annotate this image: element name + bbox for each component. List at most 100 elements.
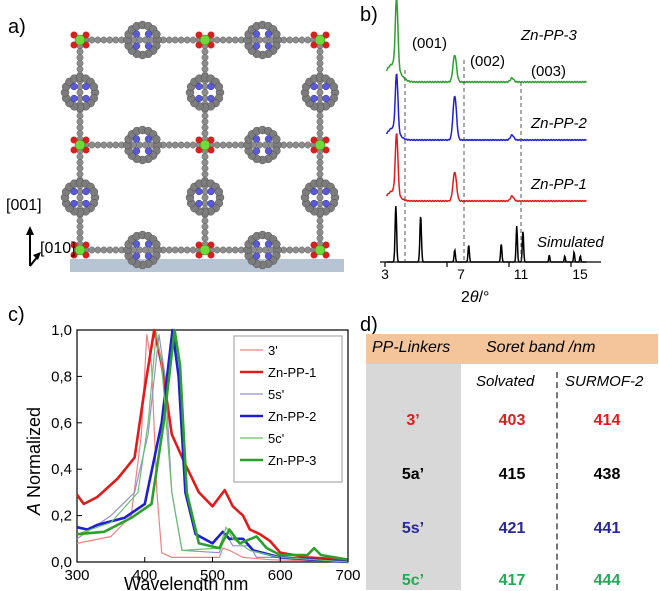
- strut-atom: [106, 36, 114, 44]
- subheader-solvated: Solvated: [476, 373, 535, 390]
- strut-atom: [316, 229, 324, 236]
- strut-atom: [201, 159, 209, 166]
- strut-atom: [213, 246, 221, 254]
- strut-atom: [304, 141, 312, 149]
- mof-structure-figure: [001] [010]: [6, 20, 344, 272]
- legend-label-1: Zn-PP-1: [268, 365, 316, 380]
- xrd-chart: (001) (002) (003) Zn-PP-3 Zn-PP-2 Zn-PP-…: [380, 0, 604, 306]
- metal-node: [195, 241, 215, 259]
- xrd-tick-label-7: 7: [457, 266, 465, 282]
- strut-atom: [106, 141, 114, 149]
- legend-box: [233, 335, 343, 483]
- strut-atom: [219, 141, 227, 149]
- strut-atom: [316, 54, 324, 61]
- x-tick-label: 600: [268, 567, 293, 584]
- strut-atom: [201, 112, 209, 120]
- strut-atom: [76, 229, 84, 236]
- strut-atom: [165, 246, 173, 254]
- peak-label-002: (002): [470, 53, 505, 70]
- x-tick-label: 400: [132, 567, 157, 584]
- axis-001-label: [001]: [6, 197, 42, 214]
- strut-atom: [189, 141, 197, 149]
- strut-atom: [88, 246, 96, 254]
- strut-atom: [286, 141, 294, 149]
- strut-atom: [177, 36, 185, 44]
- strut-atom: [316, 234, 324, 242]
- substrate: [70, 259, 344, 272]
- strut-atom: [76, 159, 84, 166]
- strut-atom: [316, 223, 324, 231]
- strut-atom: [316, 65, 324, 73]
- metal-node: [195, 31, 215, 49]
- strut-atom: [94, 141, 102, 149]
- strut-atom: [316, 129, 324, 137]
- strut-atom: [76, 83, 84, 91]
- strut-atom: [316, 153, 324, 161]
- strut-atom: [201, 59, 209, 67]
- x-tick-label: 700: [335, 567, 360, 584]
- strut-atom: [100, 141, 108, 149]
- legend-label-4: 5c': [268, 431, 284, 446]
- strut-atom: [171, 36, 179, 44]
- strut-atom: [304, 246, 312, 254]
- strut-atom: [136, 141, 143, 149]
- strut-atom: [316, 159, 324, 166]
- strut-atom: [316, 217, 324, 225]
- strut-atom: [201, 94, 209, 102]
- row-linker-5s: 5s’: [401, 520, 425, 537]
- panel-label-b: b): [360, 4, 378, 26]
- strut-atom: [231, 141, 239, 149]
- header-pp-linkers: PP-Linkers: [372, 339, 451, 356]
- strut-atom: [201, 124, 209, 131]
- strut-atom: [76, 194, 84, 201]
- porphyrin-unit: [300, 73, 340, 112]
- porphyrin-unit: [185, 73, 225, 112]
- strut-atom: [76, 94, 84, 102]
- metal-node: [310, 241, 330, 259]
- soret-band-table: PP-Linkers Soret band /nm Solvated SURMO…: [366, 334, 658, 590]
- metal-node: [70, 31, 90, 49]
- strut-atom: [76, 54, 84, 61]
- legend-label-5: Zn-PP-3: [268, 453, 316, 468]
- row-surmof-5c: 444: [593, 572, 621, 589]
- strut-atom: [76, 164, 84, 172]
- table-header: PP-Linkers Soret band /nm: [366, 334, 658, 364]
- strut-atom: [88, 36, 96, 44]
- strut-atom: [171, 246, 179, 254]
- series-line-1: [75, 328, 349, 561]
- xrd-trace-zn-pp-3: [385, 0, 587, 84]
- strut-atom: [112, 36, 120, 44]
- strut-atom: [76, 65, 84, 73]
- legend-label-0: 3': [268, 343, 278, 358]
- porphyrin-unit: [185, 178, 225, 217]
- linker-column-bg: [366, 364, 461, 590]
- strut-atom: [112, 141, 120, 149]
- strut-atom: [100, 36, 108, 44]
- uv-legend: 3' Zn-PP-1 5s' Zn-PP-2 5c' Zn-PP-3: [233, 335, 343, 483]
- porphyrin-unit: [243, 20, 282, 60]
- strut-atom: [292, 141, 300, 149]
- strut-atom: [316, 164, 324, 172]
- column-divider: [556, 372, 558, 590]
- panel-label-a: a): [8, 16, 26, 38]
- uv-ticks: 300 400 500 600 700 0,0 0,2 0,4 0,6 0,8 1,0: [51, 322, 360, 584]
- peak-label-001: (001): [412, 35, 447, 52]
- strut-atom: [316, 83, 324, 91]
- xrd-trace-zn-pp-1: [385, 132, 587, 203]
- porphyrin-unit: [123, 20, 162, 60]
- uv-x-label: Wavelength nm: [124, 574, 248, 591]
- strut-atom: [201, 83, 209, 91]
- strut-atom: [316, 112, 324, 120]
- strut-atom: [219, 246, 227, 254]
- strut-atom: [136, 36, 143, 44]
- strut-atom: [201, 118, 209, 126]
- axis-010-arrowhead: [33, 252, 41, 260]
- strut-atom: [201, 217, 209, 225]
- porphyrin-unit: [123, 125, 162, 165]
- legend-label-2: 5s': [268, 387, 284, 402]
- row-solvated-3: 403: [498, 412, 526, 429]
- strut-atom: [94, 246, 102, 254]
- strut-atom: [201, 194, 209, 201]
- y-tick-label: 0,2: [51, 508, 72, 525]
- strut-atom: [316, 170, 324, 178]
